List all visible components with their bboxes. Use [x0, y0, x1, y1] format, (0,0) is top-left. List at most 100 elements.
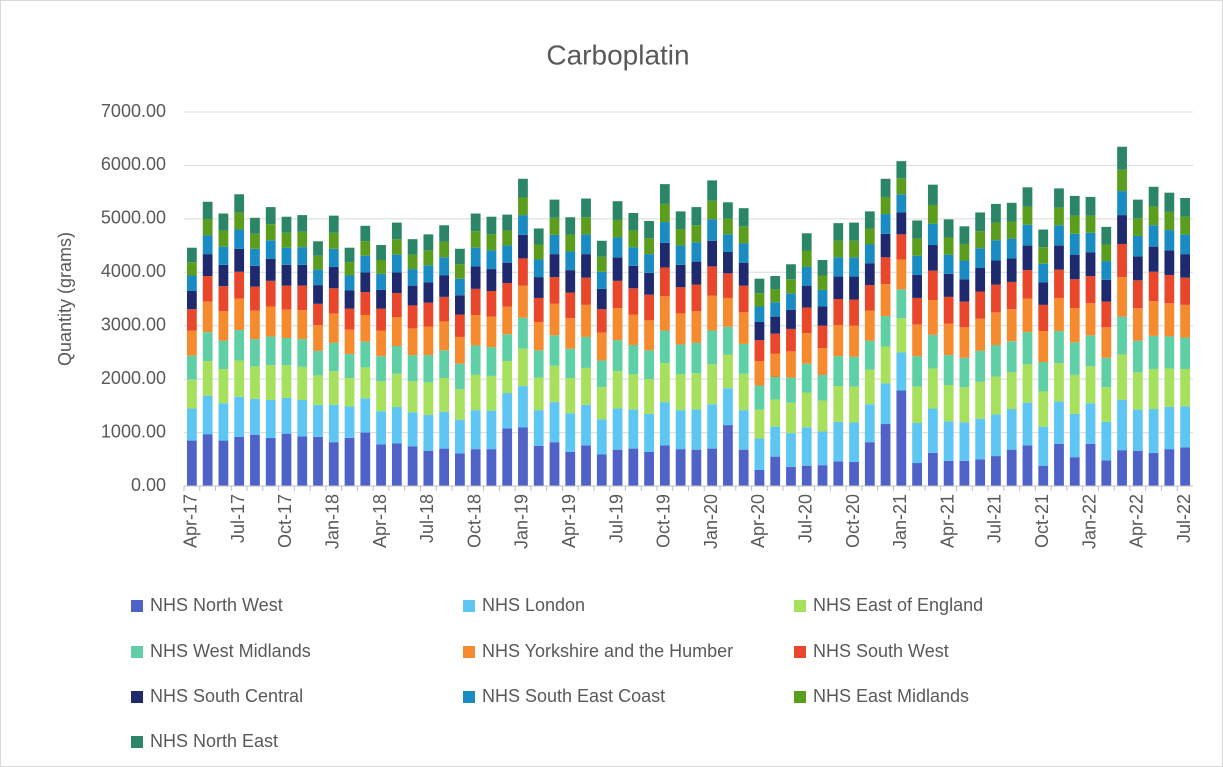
bar-segment: [644, 220, 654, 239]
bar-segment: [1164, 406, 1175, 450]
bar-segment: [1148, 225, 1159, 247]
bar-segment: [959, 243, 970, 261]
bar-segment: [801, 250, 812, 267]
bar-segment: [565, 234, 576, 252]
x-tick-label: Jan-21: [890, 494, 910, 549]
bar-segment: [1148, 335, 1159, 369]
bar-segment: [738, 243, 749, 263]
bar-segment: [723, 354, 733, 389]
bar-segment: [991, 222, 1001, 241]
bar-segment: [470, 449, 481, 486]
bar-segment: [896, 289, 907, 319]
bar-segment: [723, 326, 733, 355]
bar-segment: [1101, 327, 1112, 358]
bar-segment: [313, 285, 323, 304]
bar-segment: [486, 449, 497, 486]
bar-segment: [455, 336, 465, 364]
legend-label: NHS East Midlands: [813, 686, 969, 706]
bar-segment: [975, 350, 986, 382]
bar-segment: [486, 347, 497, 376]
bar-segment: [991, 344, 1001, 377]
bar-segment: [376, 289, 386, 309]
bar-segment: [1054, 401, 1064, 444]
bar-segment: [202, 301, 213, 333]
bar-segment: [1006, 238, 1017, 259]
bar-segment: [360, 272, 371, 293]
bar-segment: [659, 402, 670, 446]
bar-segment: [849, 386, 859, 423]
bar-segment: [1132, 199, 1143, 219]
legend-label: NHS East of England: [813, 595, 983, 615]
bar-segment: [549, 254, 560, 278]
bar-segment: [691, 242, 702, 262]
bar-segment: [439, 411, 450, 449]
bar-segment: [218, 246, 229, 265]
bar-segment: [659, 363, 670, 403]
bar-segment: [1148, 206, 1159, 226]
bar-segment: [1069, 233, 1080, 255]
bar-segment: [1069, 413, 1080, 458]
bar-segment: [801, 333, 812, 364]
bar-segment: [265, 240, 276, 259]
bar-segment: [1164, 192, 1175, 212]
bar-segment: [707, 180, 718, 201]
bar-segment: [281, 338, 292, 366]
bar-segment: [344, 275, 355, 291]
bar-segment: [1117, 316, 1127, 355]
bar-segment: [328, 232, 339, 249]
bar-segment: [565, 270, 576, 293]
bar-segment: [344, 378, 355, 407]
bar-segment: [455, 363, 465, 390]
bar-segment: [896, 212, 907, 235]
bar-segment: [1006, 221, 1017, 239]
bar-segment: [1085, 196, 1096, 216]
bar-segment: [1180, 198, 1191, 217]
bar-segment: [470, 247, 481, 267]
bar-segment: [549, 402, 560, 443]
bar-segment: [1085, 232, 1096, 253]
bar-segment: [675, 374, 686, 411]
bar-segment: [943, 355, 954, 386]
bar-segment: [959, 279, 970, 302]
bar-segment: [849, 299, 859, 326]
bar-segment: [817, 400, 828, 432]
bar-segment: [549, 277, 560, 304]
bar-segment: [1148, 409, 1159, 453]
bar-segment: [423, 234, 434, 251]
bar-segment: [1117, 450, 1127, 486]
bar-segment: [707, 364, 718, 405]
bar-segment: [612, 280, 623, 309]
bar-segment: [849, 240, 859, 258]
bar-segment: [470, 213, 481, 232]
bar-segment: [1164, 336, 1175, 369]
bar-segment: [202, 332, 213, 361]
bar-segment: [250, 398, 260, 435]
bar-segment: [912, 356, 922, 387]
bar-segment: [1180, 216, 1191, 235]
bar-segment: [518, 285, 528, 318]
bar-segment: [470, 315, 481, 346]
bar-segment: [1085, 252, 1096, 277]
bar-segment: [612, 237, 623, 258]
bar-segment: [927, 204, 938, 224]
bar-segment: [738, 226, 749, 244]
legend-swatch: [463, 646, 475, 658]
bar-segment: [659, 222, 670, 243]
bar-segment: [770, 276, 781, 290]
bar-segment: [1038, 304, 1049, 332]
bar-segment: [565, 413, 576, 452]
bar-segment: [218, 264, 229, 287]
bar-segment: [833, 386, 844, 422]
bar-segment: [186, 275, 197, 291]
bar-segment: [376, 308, 386, 331]
bar-segment: [959, 460, 970, 486]
bar-segment: [1148, 368, 1159, 410]
bar-segment: [1117, 191, 1127, 216]
bar-segment: [1006, 341, 1017, 373]
bar-segment: [691, 207, 702, 226]
bar-segment: [533, 297, 544, 322]
bar-segment: [896, 161, 907, 179]
bar-segment: [770, 333, 781, 354]
bar-segment: [707, 448, 718, 486]
bar-segment: [407, 381, 418, 413]
